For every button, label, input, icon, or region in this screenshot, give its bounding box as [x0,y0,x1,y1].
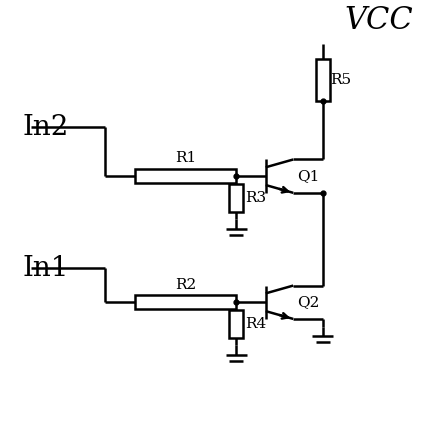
Text: R3: R3 [245,191,266,205]
Text: R5: R5 [330,73,351,87]
Text: R1: R1 [174,151,196,165]
Text: R2: R2 [174,278,196,292]
Text: In2: In2 [22,114,69,141]
Bar [134,169,236,183]
Bar [134,295,236,309]
Text: In1: In1 [22,255,69,282]
Bar [228,310,243,338]
Bar [315,59,329,102]
Text: Q1: Q1 [297,169,319,183]
Text: Q2: Q2 [297,295,319,309]
Text: R4: R4 [245,317,266,331]
Text: VCC: VCC [343,5,412,36]
Bar [228,184,243,212]
